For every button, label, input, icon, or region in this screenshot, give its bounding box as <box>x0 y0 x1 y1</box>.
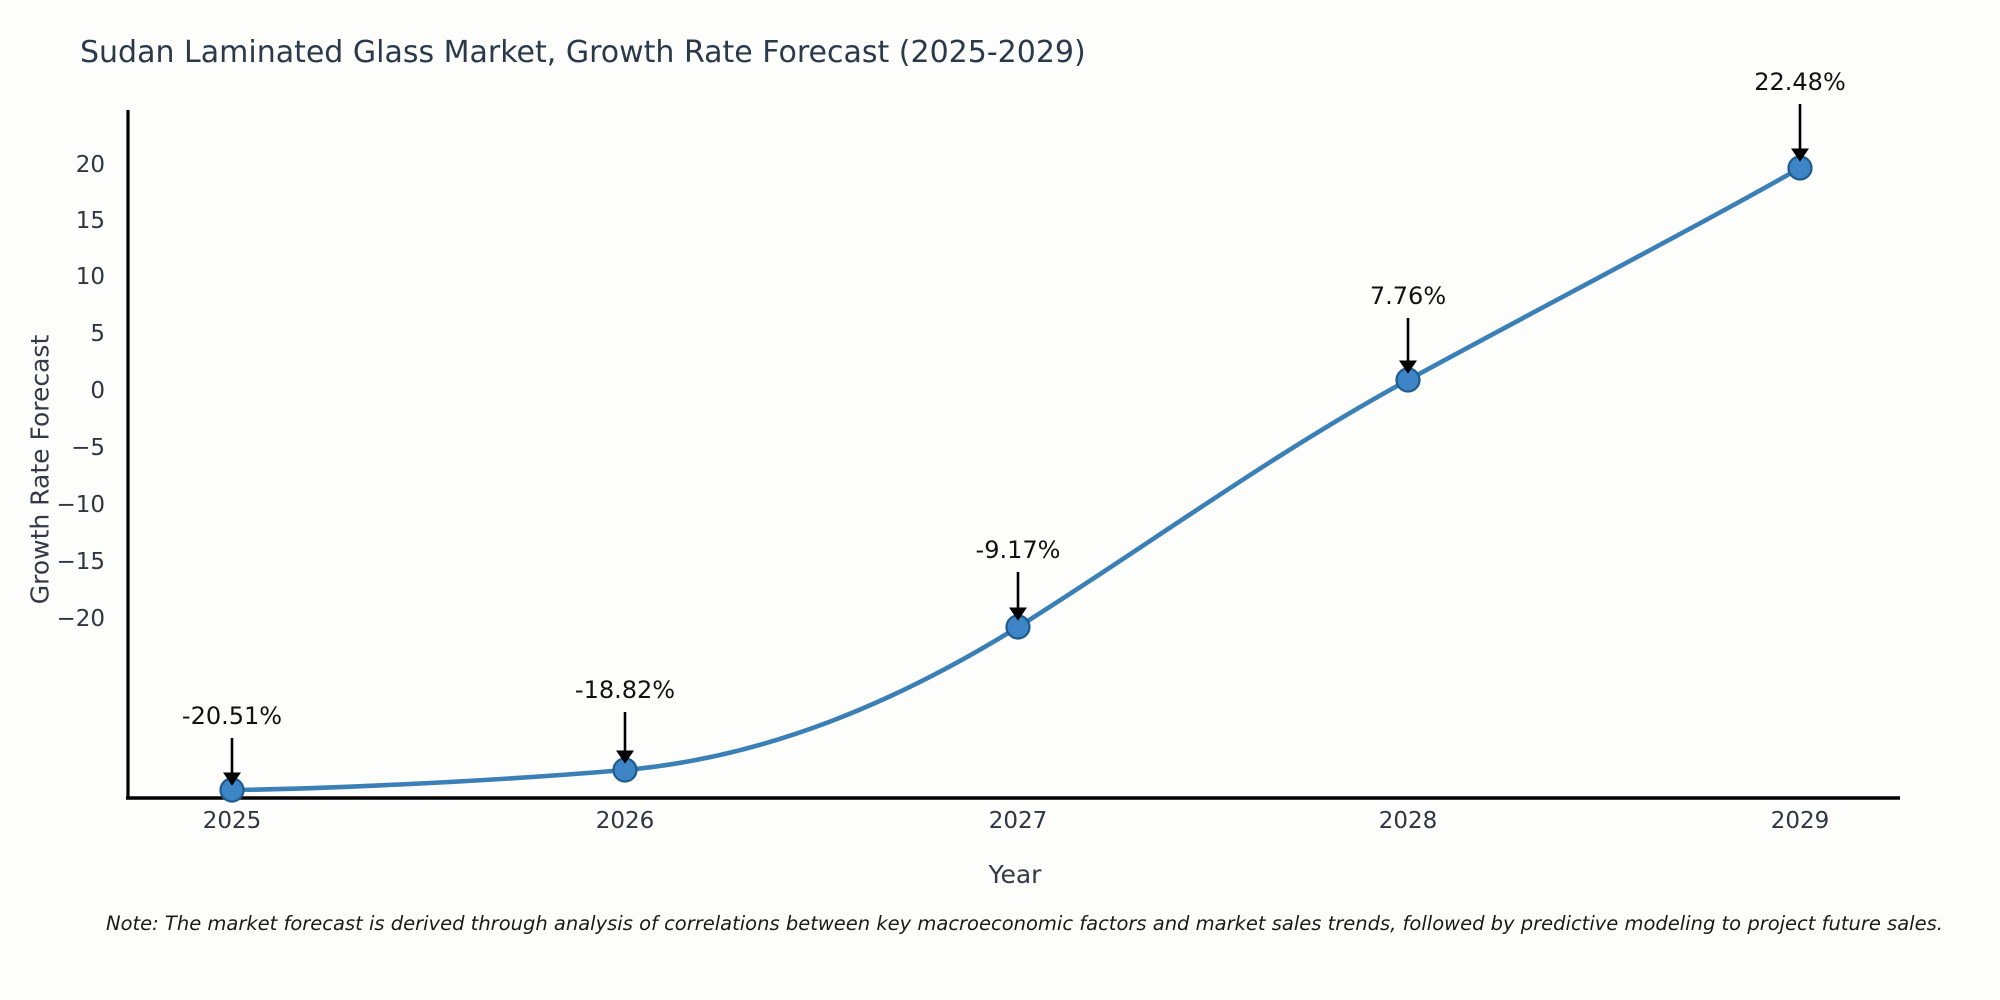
chart-footnote: Note: The market forecast is derived thr… <box>106 912 1943 935</box>
y-tick-label-20: 20 <box>75 152 105 178</box>
x-tick-label-2027: 2027 <box>988 808 1048 834</box>
data-point-2028[interactable] <box>1395 367 1421 393</box>
y-tick-label-neg15: −15 <box>56 549 105 575</box>
x-tick-label-2026: 2026 <box>595 808 655 834</box>
y-tick-label-neg20: −20 <box>56 606 105 632</box>
point-label-2026: -18.82% <box>574 676 676 704</box>
y-tick-label-neg5: −5 <box>71 435 105 461</box>
data-point-2025[interactable] <box>219 777 245 803</box>
y-tick-label-neg10: −10 <box>56 492 105 518</box>
line-series-growth-rate <box>229 165 1803 793</box>
chart-title: Sudan Laminated Glass Market, Growth Rat… <box>80 35 1086 70</box>
y-axis-title: Growth Rate Forecast <box>25 334 55 605</box>
y-tick-label-0: 0 <box>90 378 105 404</box>
data-point-markers <box>219 155 1813 803</box>
y-tick-label-15: 15 <box>75 208 105 234</box>
annotation-arrows <box>222 104 1810 786</box>
x-axis-title: Year <box>988 860 1042 889</box>
x-tick-label-2025: 2025 <box>202 808 262 834</box>
data-point-2026[interactable] <box>612 757 638 783</box>
y-tick-label-5: 5 <box>90 321 105 347</box>
x-tick-label-2028: 2028 <box>1378 808 1438 834</box>
data-point-2027[interactable] <box>1005 614 1031 640</box>
point-label-2028: 7.76% <box>1369 282 1447 310</box>
point-label-2025: -20.51% <box>181 702 283 730</box>
data-point-2029[interactable] <box>1787 155 1813 181</box>
point-label-2029: 22.48% <box>1754 68 1846 96</box>
x-tick-label-2029: 2029 <box>1770 808 1830 834</box>
y-tick-label-10: 10 <box>75 264 105 290</box>
point-label-2027: -9.17% <box>975 536 1061 564</box>
